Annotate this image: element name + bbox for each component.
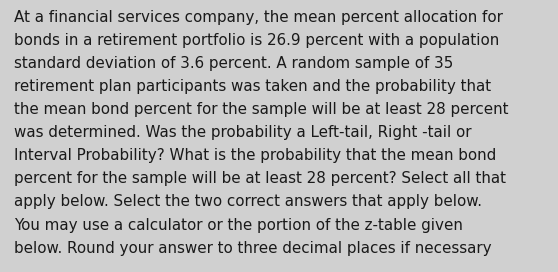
Text: apply below. Select the two correct answers that apply below.: apply below. Select the two correct answ… xyxy=(14,194,482,209)
Text: bonds in a retirement portfolio is 26.9 percent with a population: bonds in a retirement portfolio is 26.9 … xyxy=(14,33,499,48)
Text: the mean bond percent for the sample will be at least 28 percent: the mean bond percent for the sample wil… xyxy=(14,102,508,117)
Text: retirement plan participants was taken and the probability that: retirement plan participants was taken a… xyxy=(14,79,491,94)
Text: below. Round your answer to three decimal places if necessary: below. Round your answer to three decima… xyxy=(14,241,492,256)
Text: You may use a calculator or the portion of the z-table given: You may use a calculator or the portion … xyxy=(14,218,463,233)
Text: standard deviation of 3.6 percent. A random sample of 35: standard deviation of 3.6 percent. A ran… xyxy=(14,56,453,71)
Text: percent for the sample will be at least 28 percent? Select all that: percent for the sample will be at least … xyxy=(14,171,506,186)
Text: At a financial services company, the mean percent allocation for: At a financial services company, the mea… xyxy=(14,10,503,24)
Text: was determined. Was the probability a Left-tail, Right -tail or: was determined. Was the probability a Le… xyxy=(14,125,472,140)
Text: Interval Probability? What is the probability that the mean bond: Interval Probability? What is the probab… xyxy=(14,148,496,163)
